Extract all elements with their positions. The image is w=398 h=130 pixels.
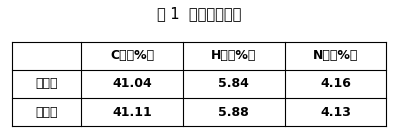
Text: 理论值: 理论值: [35, 77, 58, 90]
Text: 5.88: 5.88: [219, 106, 249, 119]
Text: 41.11: 41.11: [112, 106, 152, 119]
Text: N：（%）: N：（%）: [313, 49, 358, 62]
Text: C：（%）: C：（%）: [110, 49, 154, 62]
Text: 41.04: 41.04: [112, 77, 152, 90]
Text: H：（%）: H：（%）: [211, 49, 256, 62]
Text: 表 1  元素分析结果: 表 1 元素分析结果: [157, 6, 241, 21]
Text: 实际值: 实际值: [35, 106, 58, 119]
Text: 4.13: 4.13: [320, 106, 351, 119]
Text: 5.84: 5.84: [219, 77, 249, 90]
Text: 4.16: 4.16: [320, 77, 351, 90]
